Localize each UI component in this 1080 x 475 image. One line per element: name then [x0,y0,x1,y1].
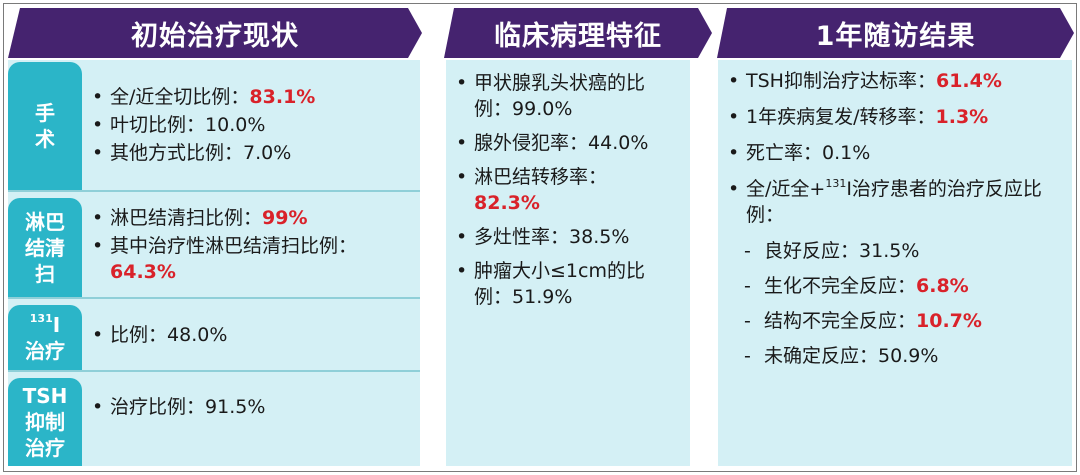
header-clinicopathologic: 临床病理特征 [444,8,712,58]
tag-lymph-dissection: 淋巴 结清 扫 [8,198,82,297]
list-item: 比例：48.0% [90,322,414,348]
list-item: 全/近全+131I治疗患者的治疗反应比例： [726,176,1066,228]
list-item: 1年疾病复发/转移率：1.3% [726,104,1066,130]
tag-text: TSH [22,384,68,408]
tag-text: 扫 [35,261,55,286]
row-surgery: 手 术 全/近全切比例：83.1% 叶切比例：10.0% 其他方式比例：7.0% [8,60,420,192]
list-item: 腺外侵犯率：44.0% [454,130,682,156]
list-item: 淋巴结清扫比例：99% [90,205,414,231]
tag-surgery: 手 术 [8,62,82,190]
panel-one-year-followup: TSH抑制治疗达标率：61.4% 1年疾病复发/转移率：1.3% 死亡率：0.1… [718,60,1072,466]
tag-text: 131I [29,311,61,337]
list-item: 治疗比例：91.5% [90,394,414,420]
row-iodine-therapy: 131I 治疗 比例：48.0% [8,299,420,372]
list-item: 多灶性率：38.5% [454,224,682,250]
list-item: 叶切比例：10.0% [90,112,414,138]
list-item: 死亡率：0.1% [726,140,1066,166]
row-tsh-suppression: TSH 抑制 治疗 治疗比例：91.5% [8,372,420,466]
row-lymph-dissection: 淋巴 结清 扫 淋巴结清扫比例：99% 其中治疗性淋巴结清扫比例：64.3% [8,192,420,299]
tag-iodine-therapy: 131I 治疗 [8,305,82,370]
tag-tsh-suppression: TSH 抑制 治疗 [8,378,82,466]
list-item: 其他方式比例：7.0% [90,140,414,166]
tag-text: 淋巴 [25,209,65,234]
list-item: 淋巴结转移率：82.3% [454,164,682,216]
list-item: 其中治疗性淋巴结清扫比例：64.3% [90,233,414,285]
header-initial-treatment: 初始治疗现状 [8,8,422,58]
sub-list-item: 未确定反应：50.9% [726,343,1066,369]
tag-text: 手 [35,101,55,125]
tag-text: 术 [35,127,55,151]
tag-text: 结清 [25,235,65,260]
list-item: TSH抑制治疗达标率：61.4% [726,68,1066,94]
sub-list-item: 良好反应：31.5% [726,238,1066,264]
tag-text: 治疗 [25,436,65,460]
sub-list-item: 生化不完全反应：6.8% [726,273,1066,299]
list-item: 甲状腺乳头状癌的比例：99.0% [454,70,682,122]
header-one-year-followup: 1年随访结果 [717,8,1074,58]
panel-clinicopathologic: 甲状腺乳头状癌的比例：99.0% 腺外侵犯率：44.0% 淋巴结转移率：82.3… [446,60,690,466]
tag-text: 抑制 [25,410,65,434]
list-item: 肿瘤大小≤1cm的比例：51.9% [454,258,682,310]
sub-list-item: 结构不完全反应：10.7% [726,308,1066,334]
list-item: 全/近全切比例：83.1% [90,84,414,110]
slide-frame [3,3,1077,472]
tag-text: 治疗 [25,338,65,363]
panel-initial-treatment: 手 术 全/近全切比例：83.1% 叶切比例：10.0% 其他方式比例：7.0%… [8,60,420,466]
